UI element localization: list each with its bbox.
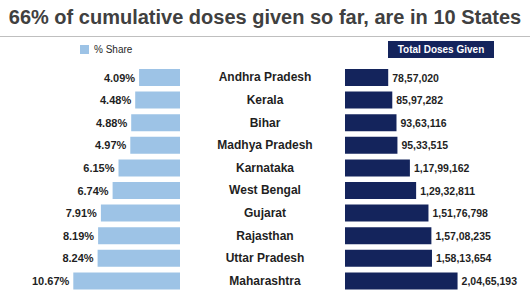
html-text:Total Doses Given: Total Doses Given [397,44,485,55]
svg-text:1,29,32,811: 1,29,32,811 [420,185,475,197]
svg-text:Rajasthan: Rajasthan [236,229,293,243]
svg-text:1,57,08,235: 1,57,08,235 [435,230,491,242]
svg-text:7.91%: 7.91% [66,207,97,219]
svg-text:8.24%: 8.24% [62,252,93,264]
svg-text:6.15%: 6.15% [83,162,114,174]
svg-text:95,33,515: 95,33,515 [401,139,448,151]
svg-text:10.67%: 10.67% [32,275,70,287]
svg-text:4.09%: 4.09% [104,72,135,84]
svg-text:1,58,13,654: 1,58,13,654 [436,252,492,264]
svg-text:Gujarat: Gujarat [244,206,286,220]
svg-text:Uttar Pradesh: Uttar Pradesh [226,251,305,265]
svg-text:93,63,116: 93,63,116 [400,117,446,129]
html-text:% Share: % Share [94,44,133,55]
svg-text:Madhya Pradesh: Madhya Pradesh [217,138,312,152]
svg-text:4.97%: 4.97% [95,139,126,151]
svg-text:Maharashtra: Maharashtra [229,274,301,288]
svg-text:4.88%: 4.88% [96,117,127,129]
svg-text:6.74%: 6.74% [77,185,108,197]
svg-text:Karnataka: Karnataka [236,161,294,175]
svg-text:1,17,99,162: 1,17,99,162 [414,162,470,174]
svg-text:Kerala: Kerala [247,93,284,107]
svg-text:West Bengal: West Bengal [229,183,301,197]
svg-text:85,97,282: 85,97,282 [396,94,443,106]
svg-text:1,51,76,798: 1,51,76,798 [432,207,488,219]
svg-text:4.48%: 4.48% [100,94,131,106]
svg-text:2,04,65,193: 2,04,65,193 [462,275,518,287]
svg-text:Andhra Pradesh: Andhra Pradesh [219,70,312,84]
svg-text:Bihar: Bihar [250,116,281,130]
html-text:66% of cumulative doses given: 66% of cumulative doses given so far, ar… [8,6,522,28]
svg-text:78,57,020: 78,57,020 [392,72,439,84]
svg-text:8.19%: 8.19% [63,230,94,242]
